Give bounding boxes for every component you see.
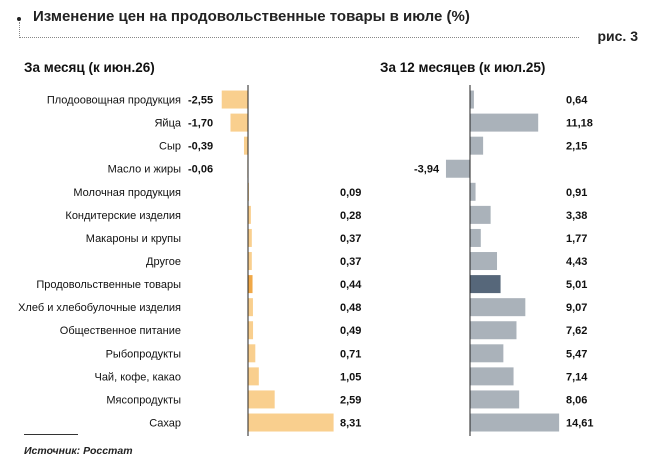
value-label-year-3: -3,94	[414, 164, 440, 176]
value-label-month-5: 0,28	[340, 210, 361, 222]
bar-month-11	[248, 344, 256, 363]
bar-year-7	[470, 252, 498, 271]
value-label-month-14: 8,31	[340, 418, 361, 430]
value-label-month-1: -1,70	[188, 118, 213, 130]
category-label-1: Яйца	[154, 118, 181, 130]
value-label-year-10: 7,62	[566, 325, 587, 337]
value-label-month-13: 2,59	[340, 394, 361, 406]
value-label-month-12: 1,05	[340, 371, 361, 383]
value-label-year-5: 3,38	[566, 210, 587, 222]
value-label-year-8: 5,01	[566, 279, 587, 291]
category-label-9: Хлеб и хлебобулочные изделия	[18, 302, 181, 314]
value-label-year-9: 9,07	[566, 302, 587, 314]
bar-year-0	[470, 90, 474, 109]
value-label-year-7: 4,43	[566, 256, 587, 268]
source-rule	[24, 434, 78, 435]
category-label-5: Кондитерские изделия	[65, 210, 181, 222]
bar-month-6	[248, 228, 252, 247]
chart-title: Изменение цен на продовольственные товар…	[33, 8, 470, 25]
bar-month-7	[248, 252, 252, 271]
category-label-13: Мясопродукты	[106, 394, 181, 406]
bar-year-4	[470, 182, 476, 201]
bar-year-14	[470, 413, 560, 432]
value-label-month-8: 0,44	[340, 279, 362, 291]
bar-year-11	[470, 344, 504, 363]
bar-month-12	[248, 367, 259, 386]
header-dotted-line-vertical	[19, 22, 21, 38]
bar-year-13	[470, 390, 520, 409]
bar-month-10	[248, 321, 254, 340]
value-label-year-13: 8,06	[566, 394, 587, 406]
bar-month-13	[248, 390, 275, 409]
category-label-6: Макароны и крупы	[86, 233, 181, 245]
value-label-year-6: 1,77	[566, 233, 587, 245]
category-label-11: Рыбопродукты	[106, 348, 182, 360]
category-label-7: Другое	[146, 256, 181, 268]
category-label-8: Продовольственные товары	[36, 279, 181, 291]
bar-month-1	[230, 113, 248, 132]
value-label-month-10: 0,49	[340, 325, 361, 337]
category-label-12: Чай, кофе, какао	[94, 371, 181, 383]
left-panel-title: За месяц (к июн.26)	[24, 60, 155, 75]
bar-month-5	[248, 205, 251, 224]
category-label-10: Общественное питание	[60, 325, 181, 337]
value-label-year-4: 0,91	[566, 187, 587, 199]
value-label-month-2: -0,39	[188, 141, 213, 153]
category-label-14: Сахар	[149, 418, 181, 430]
right-panel-title: За 12 месяцев (к июл.25)	[380, 60, 546, 75]
value-label-month-0: -2,55	[188, 95, 213, 107]
bar-year-3	[445, 159, 470, 178]
figure-label: рис. 3	[597, 28, 638, 44]
bar-year-10	[470, 321, 517, 340]
bar-month-2	[243, 136, 248, 155]
value-label-year-12: 7,14	[566, 371, 588, 383]
value-label-month-6: 0,37	[340, 233, 361, 245]
value-label-month-3: -0,06	[188, 164, 213, 176]
category-label-4: Молочная продукция	[73, 187, 181, 199]
value-label-year-14: 14,61	[566, 418, 594, 430]
bar-year-5	[470, 205, 491, 224]
header-bullet	[17, 17, 21, 21]
source-note: Источник: Росстат	[24, 445, 133, 457]
bar-year-2	[470, 136, 484, 155]
value-label-year-11: 5,47	[566, 348, 587, 360]
value-label-month-7: 0,37	[340, 256, 361, 268]
bar-year-9	[470, 298, 526, 317]
bar-month-0	[221, 90, 248, 109]
category-label-0: Плодоовощная продукция	[47, 95, 181, 107]
value-label-year-0: 0,64	[566, 95, 588, 107]
value-label-month-4: 0,09	[340, 187, 361, 199]
bar-month-14	[248, 413, 334, 432]
value-label-year-2: 2,15	[566, 141, 587, 153]
value-label-year-1: 11,18	[566, 118, 593, 130]
category-label-3: Масло и жиры	[108, 164, 181, 176]
bar-month-8	[248, 275, 253, 294]
bar-year-6	[470, 228, 481, 247]
bar-year-12	[470, 367, 514, 386]
value-label-month-9: 0,48	[340, 302, 361, 314]
category-label-2: Сыр	[159, 141, 181, 153]
bar-year-8	[470, 275, 501, 294]
header-dotted-line	[19, 37, 579, 38]
bar-month-9	[248, 298, 253, 317]
value-label-month-11: 0,71	[340, 348, 361, 360]
bar-year-1	[470, 113, 539, 132]
